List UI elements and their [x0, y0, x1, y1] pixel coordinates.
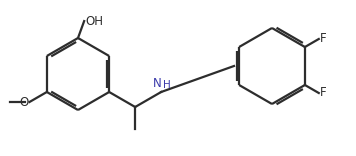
Text: F: F [320, 86, 326, 100]
Text: F: F [320, 32, 326, 46]
Text: OH: OH [85, 15, 103, 28]
Text: O: O [19, 95, 28, 109]
Text: N: N [152, 77, 161, 90]
Text: H: H [163, 80, 171, 90]
